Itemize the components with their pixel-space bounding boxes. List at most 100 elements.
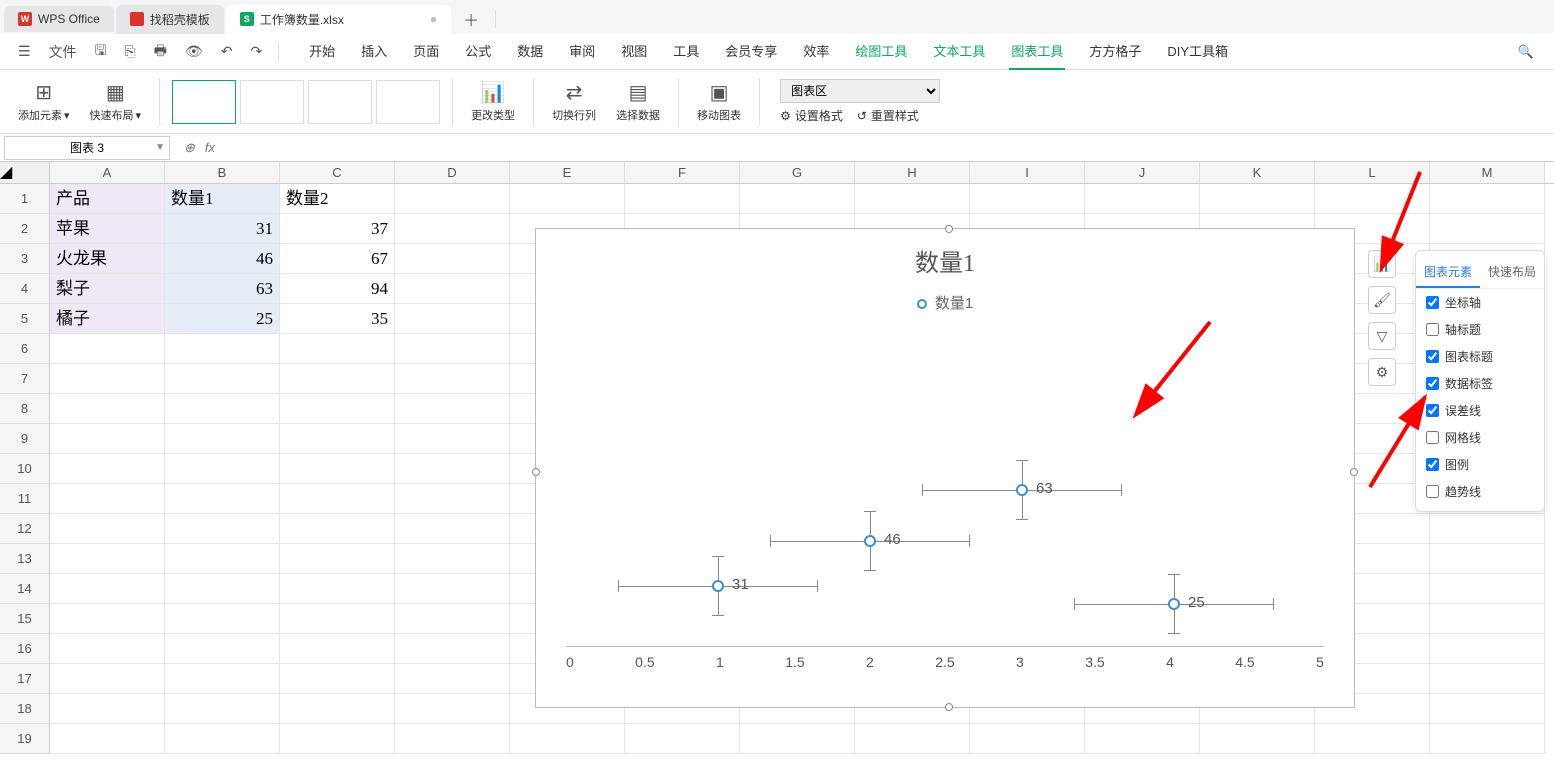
cell[interactable] (165, 484, 280, 514)
checkbox[interactable] (1426, 377, 1439, 390)
cell[interactable] (510, 184, 625, 214)
column-header[interactable]: H (855, 162, 970, 183)
cell[interactable] (395, 424, 510, 454)
cell[interactable] (280, 454, 395, 484)
panel-tab-elements[interactable]: 图表元素 (1416, 257, 1480, 288)
undo-icon[interactable]: ↶ (215, 39, 239, 64)
cell[interactable] (855, 724, 970, 754)
column-header[interactable]: E (510, 162, 625, 183)
row-header[interactable]: 3 (0, 244, 50, 274)
cell[interactable]: 35 (280, 304, 395, 334)
cell[interactable] (280, 334, 395, 364)
cell[interactable] (50, 514, 165, 544)
tab-page[interactable]: 页面 (411, 33, 441, 70)
cell[interactable] (165, 364, 280, 394)
column-header[interactable]: K (1200, 162, 1315, 183)
cell[interactable] (1430, 514, 1545, 544)
cell[interactable] (50, 724, 165, 754)
cell[interactable] (165, 454, 280, 484)
column-header[interactable]: L (1315, 162, 1430, 183)
cell[interactable] (50, 634, 165, 664)
panel-tab-layout[interactable]: 快速布局 (1480, 257, 1544, 288)
panel-checkbox-item[interactable]: 数据标签 (1416, 370, 1544, 397)
cell[interactable] (395, 394, 510, 424)
row-header[interactable]: 1 (0, 184, 50, 214)
cell[interactable]: 数量2 (280, 184, 395, 214)
cell[interactable] (280, 724, 395, 754)
cell[interactable] (165, 724, 280, 754)
panel-checkbox-item[interactable]: 图表标题 (1416, 343, 1544, 370)
chart-preset-4[interactable] (376, 80, 440, 124)
cell[interactable] (395, 364, 510, 394)
row-header[interactable]: 7 (0, 364, 50, 394)
row-header[interactable]: 16 (0, 634, 50, 664)
row-header[interactable]: 14 (0, 574, 50, 604)
cell[interactable] (1430, 634, 1545, 664)
preview-icon[interactable]: 👁 (179, 39, 209, 64)
resize-handle[interactable] (945, 225, 953, 233)
cell[interactable] (1315, 724, 1430, 754)
row-header[interactable]: 8 (0, 394, 50, 424)
row-header[interactable]: 15 (0, 604, 50, 634)
checkbox[interactable] (1426, 323, 1439, 336)
cell[interactable] (165, 574, 280, 604)
chart-title[interactable]: 数量1 (536, 243, 1354, 278)
column-header[interactable]: G (740, 162, 855, 183)
cell[interactable] (1430, 604, 1545, 634)
panel-checkbox-item[interactable]: 网格线 (1416, 424, 1544, 451)
chart-preset-1[interactable] (172, 80, 236, 124)
cell[interactable] (50, 604, 165, 634)
save-icon[interactable]: 🖫 (89, 36, 113, 68)
cell[interactable] (280, 664, 395, 694)
cell[interactable] (1430, 544, 1545, 574)
tab-text-tools[interactable]: 文本工具 (931, 33, 987, 70)
cell[interactable] (280, 514, 395, 544)
save-as-icon[interactable]: ⎘ (119, 39, 142, 64)
cell[interactable] (50, 424, 165, 454)
chart-preset-2[interactable] (240, 80, 304, 124)
cell[interactable] (740, 724, 855, 754)
tab-template[interactable]: 找稻壳模板 (116, 5, 224, 34)
cell[interactable] (50, 364, 165, 394)
cell[interactable] (395, 274, 510, 304)
search-icon[interactable]: 🔍 (1510, 40, 1542, 64)
change-type-button[interactable]: 📊 更改类型 (465, 78, 521, 125)
cell[interactable] (1430, 664, 1545, 694)
plot-area[interactable]: 31 46 63 25 00.511.522.533.544.55 (566, 349, 1324, 647)
cell[interactable] (1430, 694, 1545, 724)
cell[interactable] (50, 484, 165, 514)
panel-checkbox-item[interactable]: 轴标题 (1416, 316, 1544, 343)
tab-data[interactable]: 数据 (515, 33, 545, 70)
cell[interactable] (1430, 184, 1545, 214)
tab-efficiency[interactable]: 效率 (801, 33, 831, 70)
fx-icon[interactable]: fx (205, 140, 215, 155)
cell[interactable] (740, 184, 855, 214)
cell[interactable] (280, 364, 395, 394)
cell[interactable]: 产品 (50, 184, 165, 214)
row-header[interactable]: 11 (0, 484, 50, 514)
chart-filter-button[interactable]: ▽ (1368, 322, 1396, 350)
panel-checkbox-item[interactable]: 误差线 (1416, 397, 1544, 424)
cell[interactable] (625, 724, 740, 754)
tab-wps-home[interactable]: W WPS Office (4, 6, 114, 32)
cell[interactable] (280, 574, 395, 604)
row-header[interactable]: 2 (0, 214, 50, 244)
cell[interactable] (970, 184, 1085, 214)
cell[interactable] (395, 304, 510, 334)
column-header[interactable]: J (1085, 162, 1200, 183)
row-header[interactable]: 19 (0, 724, 50, 754)
cell[interactable] (50, 544, 165, 574)
switch-rc-button[interactable]: ⇄ 切换行列 (546, 78, 602, 125)
checkbox[interactable] (1426, 296, 1439, 309)
cell[interactable] (50, 394, 165, 424)
tab-chart-tools[interactable]: 图表工具 (1009, 33, 1065, 70)
cell[interactable] (1430, 574, 1545, 604)
tab-start[interactable]: 开始 (307, 33, 337, 70)
cell[interactable] (1430, 724, 1545, 754)
checkbox[interactable] (1426, 458, 1439, 471)
cell[interactable] (395, 664, 510, 694)
chart-styles-button[interactable]: 🖌 (1368, 286, 1396, 314)
cell[interactable]: 火龙果 (50, 244, 165, 274)
select-data-button[interactable]: ▤ 选择数据 (610, 78, 666, 125)
checkbox[interactable] (1426, 485, 1439, 498)
